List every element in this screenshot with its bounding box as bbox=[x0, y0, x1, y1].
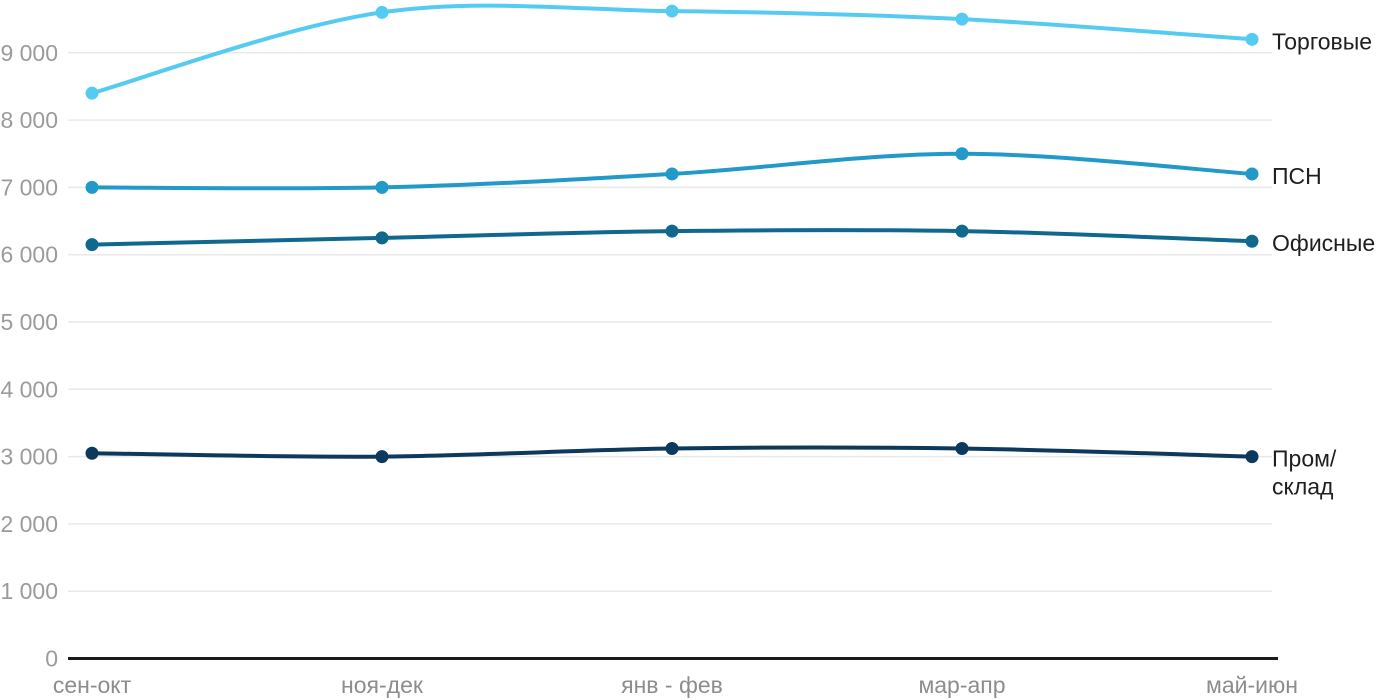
data-point bbox=[665, 4, 679, 18]
y-axis-tick-label: 5 000 bbox=[0, 309, 58, 335]
y-axis-tick-label: 1 000 bbox=[0, 578, 58, 604]
x-axis-tick-label: май-июн bbox=[1206, 672, 1298, 698]
data-point bbox=[665, 442, 679, 456]
data-point bbox=[955, 442, 969, 456]
y-axis-tick-label: 7 000 bbox=[0, 174, 58, 200]
data-point bbox=[85, 86, 99, 100]
data-point bbox=[1245, 167, 1259, 181]
data-point bbox=[955, 224, 969, 238]
y-axis-tick-label: 3 000 bbox=[0, 444, 58, 470]
series-line bbox=[90, 3, 1254, 96]
data-point bbox=[85, 180, 99, 194]
series-3: Офисные bbox=[85, 224, 1375, 256]
data-point bbox=[1245, 32, 1259, 46]
series-2: ПСН bbox=[85, 147, 1322, 194]
data-point bbox=[665, 167, 679, 181]
series-4: Пром/склад bbox=[85, 442, 1337, 500]
data-point bbox=[1245, 234, 1259, 248]
data-point bbox=[955, 147, 969, 161]
data-point bbox=[85, 446, 99, 460]
x-axis-tick-label: сен-окт bbox=[53, 672, 132, 698]
data-point bbox=[665, 224, 679, 238]
data-point bbox=[375, 231, 389, 245]
data-point bbox=[85, 238, 99, 252]
y-axis-tick-label: 6 000 bbox=[0, 242, 58, 268]
series-end-label: Офисные bbox=[1272, 230, 1375, 256]
data-point bbox=[375, 180, 389, 194]
series-end-label: ПСН bbox=[1272, 163, 1322, 189]
y-axis-tick-label: 0 bbox=[45, 646, 58, 672]
series-1: Торговые bbox=[85, 3, 1372, 100]
y-axis-tick-label: 8 000 bbox=[0, 107, 58, 133]
data-point bbox=[1245, 450, 1259, 464]
y-axis-tick-label: 9 000 bbox=[0, 40, 58, 66]
y-axis-tick-label: 4 000 bbox=[0, 376, 58, 402]
series-end-label: Пром/склад bbox=[1272, 446, 1337, 500]
data-point bbox=[375, 450, 389, 464]
y-axis-tick-label: 2 000 bbox=[0, 511, 58, 537]
x-axis-tick-label: янв - фев bbox=[621, 672, 723, 698]
data-point bbox=[955, 12, 969, 26]
series-end-label: Торговые bbox=[1272, 28, 1372, 54]
x-axis-tick-label: ноя-дек bbox=[341, 672, 424, 698]
data-point bbox=[375, 5, 389, 19]
x-axis-tick-label: мар-апр bbox=[918, 672, 1005, 698]
